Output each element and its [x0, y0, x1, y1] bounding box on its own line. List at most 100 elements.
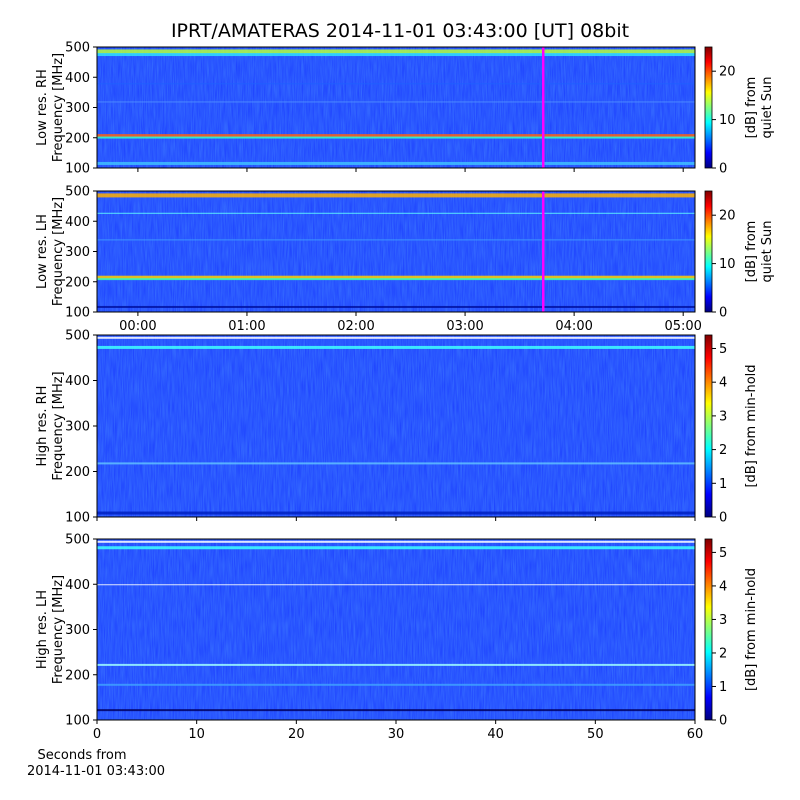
colorbar-tick-label: 2: [719, 443, 727, 458]
spectral-band: [97, 136, 695, 139]
spectral-band: [97, 134, 695, 138]
x-tick-label: 00:00: [119, 319, 156, 334]
colorbar-tick-label: 3: [719, 409, 727, 424]
spectral-band: [97, 345, 695, 349]
colorbar-tick-label: 5: [719, 342, 727, 357]
colorbar-tick-label: 2: [719, 646, 727, 661]
spectrogram-texture: [97, 191, 695, 312]
y-tick-label: 200: [65, 465, 90, 480]
y-axis-label: Frequency [MHz]: [51, 53, 66, 162]
spectrogram-texture: [97, 539, 695, 720]
y-tick-label: 300: [65, 101, 90, 116]
y-tick-label: 100: [65, 306, 90, 321]
y-tick-label: 200: [65, 668, 90, 683]
colorbar: [704, 190, 713, 313]
colorbar-tick-label: 10: [719, 257, 736, 272]
colorbar-tick-label: 5: [719, 546, 727, 561]
colorbar-tick-label: 0: [719, 162, 727, 177]
y-tick-label: 300: [65, 245, 90, 260]
spectral-band: [97, 336, 695, 339]
colorbar-tick-label: 1: [719, 477, 727, 492]
y-tick-label: 300: [65, 420, 90, 435]
spectral-band: [97, 275, 695, 279]
spectrogram-texture: [97, 335, 695, 517]
x-tick-label: 20: [288, 727, 305, 742]
y-tick-label: 400: [65, 374, 90, 389]
colorbar-tick-label: 0: [719, 511, 727, 526]
x-tick-label: 50: [587, 727, 604, 742]
y-axis-label: Low res. RH: [35, 69, 50, 146]
x-axis-label: Seconds from: [37, 748, 126, 763]
y-tick-label: 400: [65, 71, 90, 86]
x-tick-label: 02:00: [337, 319, 374, 334]
y-axis-label: Frequency [MHz]: [51, 575, 66, 684]
y-tick-label: 500: [65, 41, 90, 56]
panel: 100 200 300 400 500 High res. RH Frequency [MH…: [35, 329, 759, 526]
spectral-band: [97, 278, 695, 281]
y-tick-label: 500: [65, 533, 90, 548]
colorbar-tick-label: 10: [719, 113, 736, 128]
colorbar-label: [dB] from min-hold: [744, 568, 759, 691]
y-tick-label: 100: [65, 714, 90, 729]
y-tick-label: 200: [65, 275, 90, 290]
colorbar-tick-label: 0: [719, 306, 727, 321]
y-tick-label: 200: [65, 131, 90, 146]
x-tick-label: 03:00: [446, 319, 483, 334]
y-axis-label: High res. LH: [35, 590, 50, 669]
figure-title: IPRT/AMATERAS 2014-11-01 03:43:00 [UT] 0…: [171, 20, 629, 42]
spectral-band: [97, 540, 695, 543]
spectral-band: [97, 663, 695, 666]
colorbar-tick-label: 4: [719, 376, 727, 391]
spectral-band: [97, 101, 695, 103]
colorbar-label: quiet Sun: [760, 76, 775, 138]
y-tick-label: 100: [65, 511, 90, 526]
colorbar-tick-label: 1: [719, 680, 727, 695]
spectral-band: [97, 161, 695, 165]
panel: 100 200 300 400 500 0 10 20 30 40 50 60 High res. LH…: [27, 533, 759, 780]
colorbar-label: quiet Sun: [760, 220, 775, 282]
x-tick-label: 60: [687, 727, 704, 742]
y-axis-label: Frequency [MHz]: [51, 197, 66, 306]
spectral-band: [97, 239, 695, 241]
x-tick-label: 05:00: [664, 319, 701, 334]
y-tick-label: 100: [65, 162, 90, 177]
spectral-band: [97, 193, 695, 198]
colorbar-tick-label: 4: [719, 579, 727, 594]
y-axis-label: Low res. LH: [35, 214, 50, 289]
x-tick-label: 40: [487, 727, 504, 742]
spectral-band: [97, 584, 695, 586]
spectral-band: [97, 83, 695, 85]
x-tick-label: 30: [388, 727, 405, 742]
spectral-band: [97, 49, 695, 54]
x-axis-label: 2014-11-01 03:43:00: [27, 764, 165, 779]
colorbar-label: [dB] from: [744, 77, 759, 139]
colorbar-tick-label: 3: [719, 613, 727, 628]
colorbar: [704, 46, 713, 169]
colorbar-tick-label: 20: [719, 65, 736, 80]
colorbar-label: [dB] from min-hold: [744, 364, 759, 487]
spectral-band: [97, 462, 695, 465]
spectral-band: [97, 53, 695, 57]
spectral-band: [97, 305, 695, 308]
y-tick-label: 300: [65, 623, 90, 638]
x-tick-label: 0: [93, 727, 101, 742]
spectral-band: [97, 511, 695, 515]
y-tick-label: 500: [65, 329, 90, 344]
colorbar-tick-label: 20: [719, 209, 736, 224]
x-tick-label: 01:00: [228, 319, 265, 334]
spectral-band: [97, 212, 695, 214]
spectral-band: [97, 546, 695, 550]
y-tick-label: 500: [65, 185, 90, 200]
colorbar: [704, 334, 713, 518]
y-tick-label: 400: [65, 215, 90, 230]
x-tick-label: 04:00: [555, 319, 592, 334]
spectral-band: [97, 709, 695, 712]
x-tick-label: 10: [188, 727, 205, 742]
y-axis-label: High res. RH: [35, 386, 50, 467]
spectral-band: [97, 683, 695, 686]
colorbar: [704, 538, 713, 721]
y-tick-label: 400: [65, 578, 90, 593]
